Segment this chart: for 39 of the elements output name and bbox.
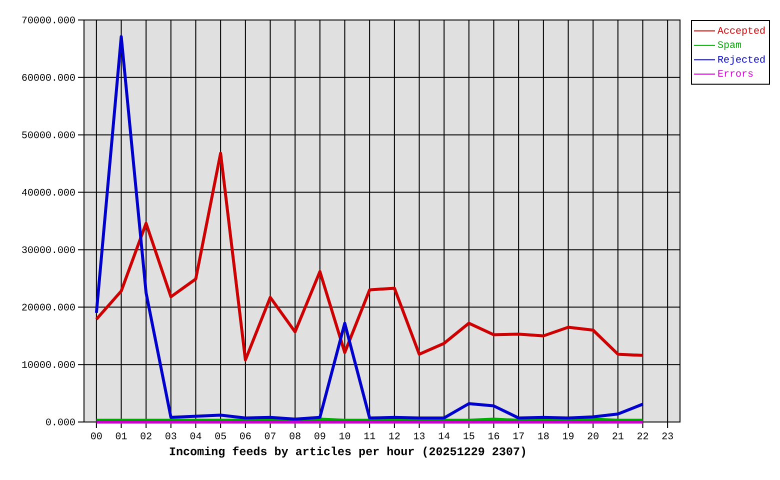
y-tick-label: 0.000 <box>46 418 75 426</box>
y-tick-label: 30000.000 <box>22 246 75 254</box>
x-tick-label: 05 <box>215 432 226 440</box>
x-tick-label: 02 <box>140 432 152 440</box>
x-tick-label: 07 <box>264 432 276 440</box>
x-tick-label: 16 <box>488 432 500 440</box>
line-series <box>94 35 644 421</box>
y-tick-label: 20000.000 <box>22 304 75 311</box>
x-tick-label: 10 <box>339 432 350 440</box>
x-tick-label: 00 <box>91 432 102 440</box>
y-tick-label: 50000.000 <box>22 131 75 138</box>
y-tick-label: 10000.000 <box>22 361 75 368</box>
legend-label: Accepted <box>718 26 765 36</box>
legend-label: Errors <box>718 70 753 77</box>
x-tick-label: 15 <box>464 432 474 440</box>
x-tick-label: 09 <box>314 432 326 440</box>
y-tick-label: 40000.000 <box>22 188 75 196</box>
y-tick-label: 60000.000 <box>22 74 75 81</box>
x-tick-label: 17 <box>513 432 524 440</box>
x-axis-title: Incoming feeds by articles per hour (20251229 2307) <box>170 446 526 458</box>
line-series <box>94 152 644 362</box>
x-tick-label: 22 <box>637 432 648 440</box>
x-tick-label: 13 <box>414 432 425 440</box>
x-tick-label: 19 <box>562 432 574 440</box>
x-tick-label: 18 <box>538 432 549 440</box>
legend-label: Rejected <box>718 55 765 65</box>
x-tick-label: 01 <box>116 432 127 440</box>
legend-label: Spam <box>718 41 741 50</box>
x-tick-label: 06 <box>240 432 251 440</box>
x-tick-label: 03 <box>166 432 176 440</box>
x-tick-label: 23 <box>662 432 673 440</box>
x-tick-label: 04 <box>190 432 202 440</box>
x-tick-label: 11 <box>364 432 376 440</box>
y-tick-label: 70000.000 <box>22 16 75 24</box>
x-tick-label: 08 <box>290 432 300 440</box>
x-tick-label: 12 <box>389 432 400 440</box>
x-tick-label: 20 <box>588 432 598 440</box>
x-tick-label: 14 <box>438 432 450 440</box>
x-tick-label: 21 <box>612 432 624 440</box>
